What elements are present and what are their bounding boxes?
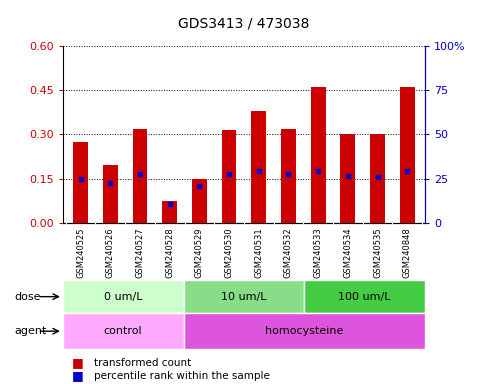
Text: GSM240848: GSM240848 xyxy=(403,227,412,278)
Text: 10 um/L: 10 um/L xyxy=(221,291,267,302)
Bar xyxy=(184,313,425,349)
Text: GSM240535: GSM240535 xyxy=(373,227,382,278)
Text: transformed count: transformed count xyxy=(94,358,191,368)
Bar xyxy=(400,87,414,223)
Bar xyxy=(281,129,296,223)
Bar xyxy=(304,280,425,313)
Bar xyxy=(184,280,304,313)
Text: GSM240530: GSM240530 xyxy=(225,227,234,278)
Bar xyxy=(73,142,88,223)
Text: GSM240529: GSM240529 xyxy=(195,227,204,278)
Bar xyxy=(251,111,266,223)
Bar xyxy=(311,87,326,223)
Text: control: control xyxy=(104,326,142,336)
Text: GSM240531: GSM240531 xyxy=(254,227,263,278)
Bar xyxy=(370,134,385,223)
Text: percentile rank within the sample: percentile rank within the sample xyxy=(94,371,270,381)
Text: homocysteine: homocysteine xyxy=(265,326,343,336)
Text: GSM240525: GSM240525 xyxy=(76,227,85,278)
Bar xyxy=(103,165,118,223)
Text: ■: ■ xyxy=(72,356,88,369)
Text: GSM240533: GSM240533 xyxy=(313,227,323,278)
Bar xyxy=(63,280,184,313)
Bar xyxy=(192,179,207,223)
Text: agent: agent xyxy=(14,326,47,336)
Text: ■: ■ xyxy=(72,369,88,382)
Text: dose: dose xyxy=(14,291,41,302)
Text: GSM240534: GSM240534 xyxy=(343,227,352,278)
Text: GSM240527: GSM240527 xyxy=(136,227,144,278)
Bar xyxy=(63,313,184,349)
Text: GSM240532: GSM240532 xyxy=(284,227,293,278)
Text: GSM240528: GSM240528 xyxy=(165,227,174,278)
Text: GSM240526: GSM240526 xyxy=(106,227,115,278)
Bar xyxy=(132,129,147,223)
Text: GDS3413 / 473038: GDS3413 / 473038 xyxy=(178,17,310,31)
Text: 0 um/L: 0 um/L xyxy=(104,291,142,302)
Bar xyxy=(222,130,237,223)
Bar xyxy=(341,134,355,223)
Text: 100 um/L: 100 um/L xyxy=(339,291,391,302)
Bar xyxy=(162,200,177,223)
